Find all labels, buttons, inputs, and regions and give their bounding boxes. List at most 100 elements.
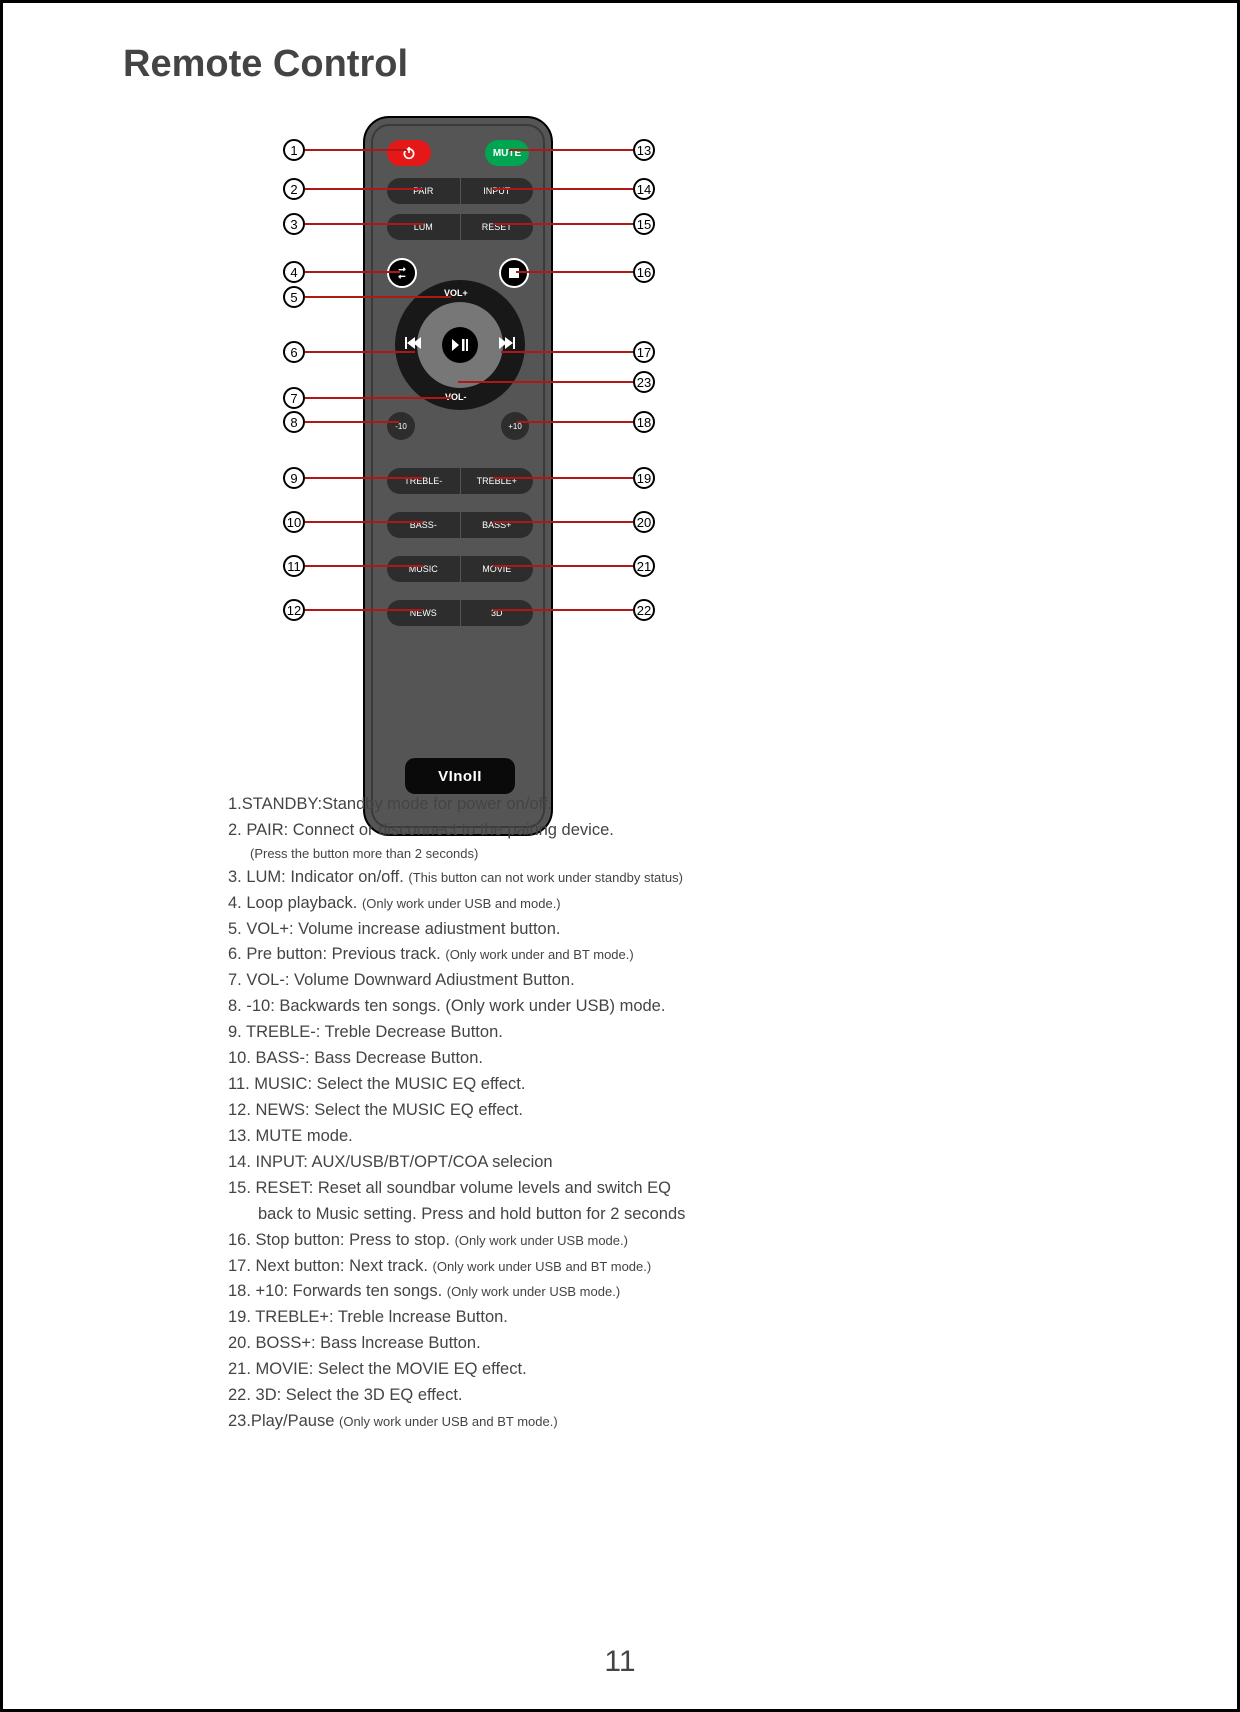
navigation-dial: VOL+ VOL- [395, 280, 525, 410]
callout-number-8: 8 [283, 411, 305, 433]
play-pause-icon [452, 339, 468, 351]
callout-line-19 [493, 477, 633, 479]
stop-button[interactable] [499, 258, 529, 288]
callout-line-18 [517, 421, 633, 423]
description-item: 8. -10: Backwards ten songs. (Only work … [228, 995, 948, 1019]
description-item: 22. 3D: Select the 3D EQ effect. [228, 1384, 948, 1408]
callout-line-21 [493, 565, 633, 567]
description-item: 9. TREBLE-: Treble Decrease Button. [228, 1021, 948, 1045]
callout-number-20: 20 [633, 511, 655, 533]
callout-number-19: 19 [633, 467, 655, 489]
callout-number-11: 11 [283, 555, 305, 577]
description-item: back to Music setting. Press and hold bu… [258, 1203, 948, 1227]
callout-line-7 [305, 397, 451, 399]
bass-plus-button[interactable]: BASS+ [461, 512, 534, 538]
callout-line-5 [305, 296, 451, 298]
news-3d-row: NEWS 3D [387, 600, 533, 626]
callout-line-23 [458, 381, 633, 383]
callout-number-16: 16 [633, 261, 655, 283]
description-item: 12. NEWS: Select the MUSIC EQ effect. [228, 1099, 948, 1123]
remote-diagram-area: MUTE PAIR INPUT LUM RESET [103, 116, 1137, 846]
page-title: Remote Control [123, 43, 1137, 86]
next-button[interactable] [499, 336, 515, 352]
loop-button[interactable] [387, 258, 417, 288]
description-item: 11. MUSIC: Select the MUSIC EQ effect. [228, 1073, 948, 1097]
mute-button[interactable]: MUTE [485, 140, 529, 166]
music-movie-row: MUSIC MOVIE [387, 556, 533, 582]
callout-line-2 [305, 188, 423, 190]
callout-number-22: 22 [633, 599, 655, 621]
news-button[interactable]: NEWS [387, 600, 460, 626]
callout-line-9 [305, 477, 423, 479]
description-item: 3. LUM: Indicator on/off. (This button c… [228, 866, 948, 890]
callout-line-6 [305, 351, 415, 353]
description-item: 1.STANDBY:Standby mode for power on/off. [228, 793, 948, 817]
callout-number-21: 21 [633, 555, 655, 577]
description-item: 4. Loop playback. (Only work under USB a… [228, 892, 948, 916]
music-button[interactable]: MUSIC [387, 556, 460, 582]
description-item: 19. TREBLE+: Treble lncrease Button. [228, 1306, 948, 1330]
loop-icon [394, 265, 410, 281]
callout-line-20 [493, 521, 633, 523]
callout-line-11 [305, 565, 423, 567]
play-pause-button[interactable] [442, 327, 478, 363]
description-item: 15. RESET: Reset all soundbar volume lev… [228, 1177, 948, 1201]
reset-button[interactable]: RESET [461, 214, 534, 240]
bass-minus-button[interactable]: BASS- [387, 512, 460, 538]
input-button[interactable]: INPUT [461, 178, 534, 204]
callout-number-17: 17 [633, 341, 655, 363]
callout-line-22 [493, 609, 633, 611]
next-icon [499, 337, 515, 349]
pair-button[interactable]: PAIR [387, 178, 460, 204]
description-item: 23.Play/Pause (Only work under USB and B… [228, 1410, 948, 1434]
page-number: 11 [604, 1645, 635, 1679]
callout-line-15 [493, 223, 633, 225]
prev-button[interactable] [405, 336, 421, 352]
description-item: 6. Pre button: Previous track. (Only wor… [228, 943, 948, 967]
callout-line-13 [509, 149, 633, 151]
callout-number-13: 13 [633, 139, 655, 161]
pair-input-row: PAIR INPUT [387, 178, 533, 204]
callout-number-1: 1 [283, 139, 305, 161]
callout-number-10: 10 [283, 511, 305, 533]
callout-number-14: 14 [633, 178, 655, 200]
bass-row: BASS- BASS+ [387, 512, 533, 538]
callout-line-1 [305, 149, 407, 151]
callout-number-9: 9 [283, 467, 305, 489]
lum-reset-row: LUM RESET [387, 214, 533, 240]
lum-button[interactable]: LUM [387, 214, 460, 240]
plus10-button[interactable]: +10 [501, 412, 529, 440]
callout-number-7: 7 [283, 387, 305, 409]
callout-line-10 [305, 521, 423, 523]
description-list: 1.STANDBY:Standby mode for power on/off.… [228, 793, 948, 1436]
callout-number-12: 12 [283, 599, 305, 621]
callout-number-18: 18 [633, 411, 655, 433]
callout-number-2: 2 [283, 178, 305, 200]
callout-line-8 [305, 421, 399, 423]
description-item: 18. +10: Forwards ten songs. (Only work … [228, 1280, 948, 1304]
power-button[interactable] [387, 140, 431, 166]
description-item: 17. Next button: Next track. (Only work … [228, 1255, 948, 1279]
callout-line-12 [305, 609, 423, 611]
callout-number-3: 3 [283, 213, 305, 235]
callout-line-14 [493, 188, 633, 190]
prev-icon [405, 337, 421, 349]
stop-icon [509, 268, 519, 278]
treble-minus-button[interactable]: TREBLE- [387, 468, 460, 494]
treble-plus-button[interactable]: TREBLE+ [461, 468, 534, 494]
page: Remote Control MUTE PAIR INPUT LUM RESET [3, 3, 1237, 1709]
minus10-button[interactable]: -10 [387, 412, 415, 440]
description-item: 10. BASS-: Bass Decrease Button. [228, 1047, 948, 1071]
description-item: 21. MOVIE: Select the MOVIE EQ effect. [228, 1358, 948, 1382]
callout-number-6: 6 [283, 341, 305, 363]
callout-number-4: 4 [283, 261, 305, 283]
description-item: 14. INPUT: AUX/USB/BT/OPT/COA selecion [228, 1151, 948, 1175]
description-item: 2. PAIR: Connect or disconnect to the pa… [228, 819, 948, 843]
3d-button[interactable]: 3D [461, 600, 534, 626]
callout-line-17 [501, 351, 633, 353]
movie-button[interactable]: MOVIE [461, 556, 534, 582]
description-item: 16. Stop button: Press to stop. (Only wo… [228, 1229, 948, 1253]
callout-number-15: 15 [633, 213, 655, 235]
callout-line-16 [516, 271, 633, 273]
description-item: 20. BOSS+: Bass lncrease Button. [228, 1332, 948, 1356]
